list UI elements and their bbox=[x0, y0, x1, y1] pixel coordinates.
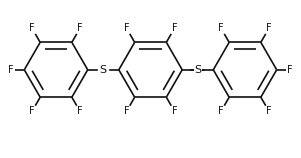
Text: F: F bbox=[287, 65, 293, 75]
Text: F: F bbox=[172, 23, 177, 33]
Text: S: S bbox=[100, 65, 107, 75]
Text: F: F bbox=[29, 106, 35, 116]
Text: F: F bbox=[124, 23, 129, 33]
Text: F: F bbox=[218, 23, 224, 33]
Text: F: F bbox=[77, 106, 83, 116]
Text: F: F bbox=[124, 106, 129, 116]
Text: F: F bbox=[8, 65, 14, 75]
Text: F: F bbox=[266, 23, 272, 33]
Text: F: F bbox=[172, 106, 177, 116]
Text: F: F bbox=[266, 106, 272, 116]
Text: F: F bbox=[29, 23, 35, 33]
Text: S: S bbox=[194, 65, 201, 75]
Text: F: F bbox=[77, 23, 83, 33]
Text: F: F bbox=[218, 106, 224, 116]
